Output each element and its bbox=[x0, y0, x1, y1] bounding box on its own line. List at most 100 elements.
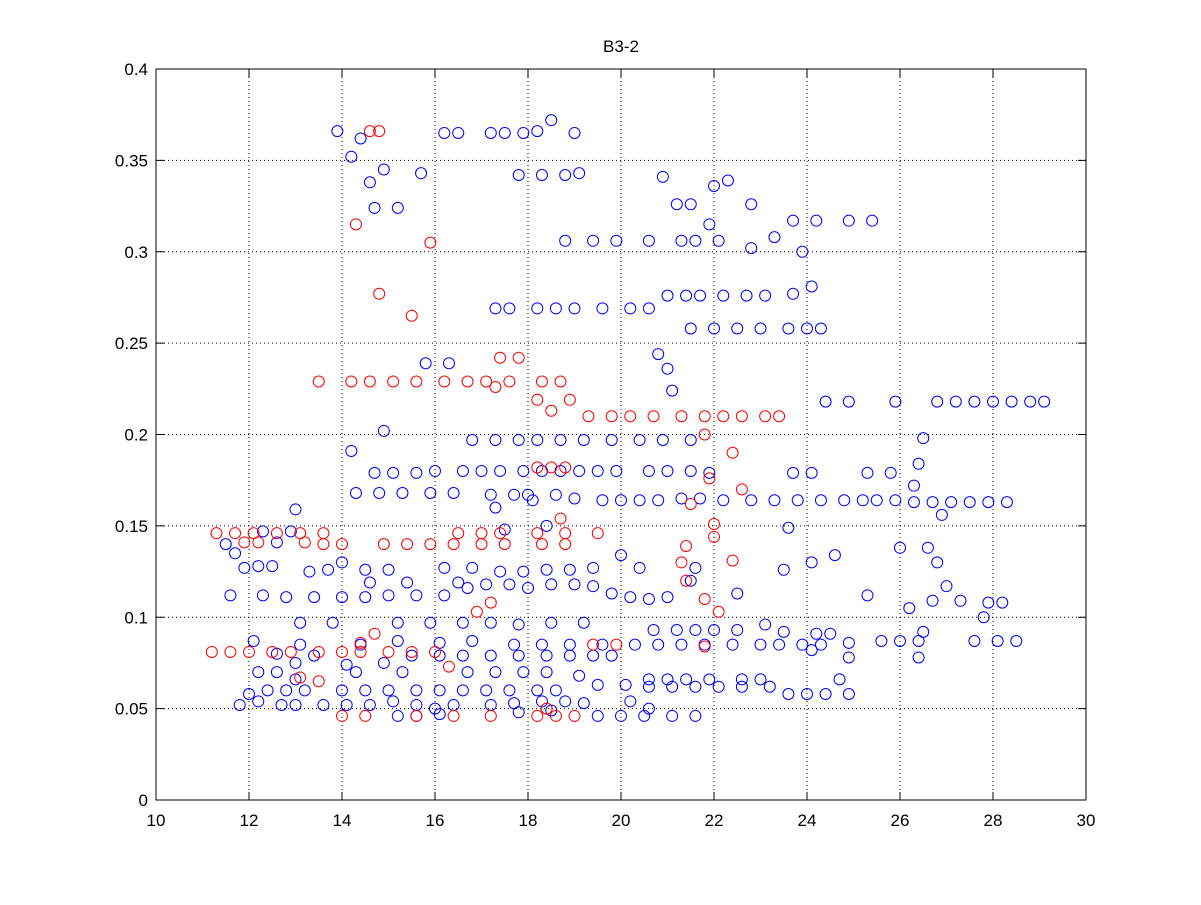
data-point bbox=[419, 357, 432, 370]
data-point bbox=[712, 605, 725, 618]
data-point bbox=[661, 465, 674, 478]
data-point bbox=[554, 375, 567, 388]
data-point bbox=[331, 125, 344, 138]
data-point bbox=[438, 561, 451, 574]
data-point bbox=[377, 163, 390, 176]
data-point bbox=[535, 695, 548, 708]
data-point bbox=[531, 433, 544, 446]
data-point bbox=[243, 688, 255, 701]
data-point bbox=[819, 688, 832, 701]
data-points bbox=[205, 114, 1051, 722]
data-point bbox=[642, 302, 655, 315]
x-tick-label: 14 bbox=[333, 811, 352, 830]
data-point bbox=[405, 649, 418, 662]
data-point bbox=[656, 433, 669, 446]
data-point bbox=[805, 644, 818, 657]
data-point bbox=[424, 538, 437, 551]
data-point bbox=[875, 635, 888, 648]
data-point bbox=[638, 709, 651, 722]
data-point bbox=[387, 375, 400, 388]
data-point bbox=[675, 410, 688, 423]
data-point bbox=[745, 494, 758, 507]
data-point bbox=[735, 680, 748, 693]
data-point bbox=[531, 527, 544, 540]
data-point bbox=[791, 494, 804, 507]
data-point bbox=[591, 709, 604, 722]
data-point bbox=[917, 432, 930, 445]
y-tick-label: 0.4 bbox=[124, 60, 148, 79]
data-point bbox=[717, 410, 730, 423]
data-point bbox=[456, 649, 469, 662]
y-tick-label: 0.35 bbox=[115, 151, 148, 170]
data-point bbox=[545, 578, 558, 591]
data-point bbox=[456, 684, 469, 697]
data-point bbox=[545, 114, 558, 127]
data-point bbox=[559, 234, 572, 247]
data-point bbox=[591, 465, 604, 478]
data-point bbox=[624, 591, 637, 604]
data-point bbox=[545, 461, 558, 474]
data-point bbox=[861, 589, 874, 602]
data-point bbox=[466, 635, 479, 648]
data-point bbox=[512, 433, 525, 446]
data-point bbox=[931, 395, 944, 408]
data-point bbox=[968, 635, 981, 648]
data-point bbox=[652, 494, 665, 507]
data-point bbox=[587, 638, 600, 651]
data-point bbox=[1005, 395, 1018, 408]
data-point bbox=[484, 616, 497, 629]
data-point bbox=[931, 556, 944, 569]
data-point bbox=[810, 214, 823, 227]
data-point bbox=[252, 666, 265, 679]
data-point bbox=[549, 302, 562, 315]
data-point bbox=[856, 494, 869, 507]
data-point bbox=[475, 465, 488, 478]
data-point bbox=[368, 466, 381, 479]
data-point bbox=[708, 322, 720, 335]
data-point bbox=[475, 538, 488, 551]
data-point bbox=[252, 560, 265, 573]
data-point bbox=[377, 656, 390, 669]
data-point bbox=[442, 357, 455, 370]
data-point bbox=[1024, 395, 1037, 408]
y-tick-label: 0 bbox=[139, 791, 148, 810]
data-point bbox=[587, 580, 600, 593]
data-point bbox=[396, 666, 409, 679]
data-point bbox=[945, 496, 958, 509]
data-point bbox=[759, 410, 772, 423]
data-point bbox=[517, 565, 530, 578]
data-point bbox=[689, 624, 702, 637]
data-point bbox=[289, 698, 302, 711]
data-point bbox=[573, 167, 586, 180]
data-point bbox=[517, 666, 530, 679]
data-point bbox=[907, 479, 920, 492]
data-point bbox=[535, 168, 548, 181]
data-point bbox=[549, 709, 562, 722]
data-point bbox=[359, 709, 372, 722]
data-point bbox=[615, 494, 627, 507]
data-point bbox=[605, 433, 618, 446]
data-point bbox=[1010, 635, 1023, 648]
y-tick-label: 0.3 bbox=[124, 243, 148, 262]
data-point bbox=[489, 666, 502, 679]
data-point bbox=[642, 592, 655, 605]
data-point bbox=[238, 536, 251, 549]
data-point bbox=[322, 563, 335, 576]
data-point bbox=[796, 638, 809, 651]
data-point bbox=[298, 536, 311, 549]
data-point bbox=[610, 234, 623, 247]
data-point bbox=[870, 494, 883, 507]
data-point bbox=[563, 649, 576, 662]
data-point bbox=[568, 492, 581, 505]
data-point bbox=[708, 179, 720, 192]
data-point bbox=[605, 410, 618, 423]
data-point bbox=[712, 680, 725, 693]
data-point bbox=[512, 706, 525, 719]
data-point bbox=[447, 486, 460, 499]
data-point bbox=[270, 666, 283, 679]
data-point bbox=[745, 198, 758, 211]
data-point bbox=[410, 466, 423, 479]
data-point bbox=[424, 236, 437, 249]
data-point bbox=[391, 616, 404, 629]
data-point bbox=[243, 645, 255, 658]
